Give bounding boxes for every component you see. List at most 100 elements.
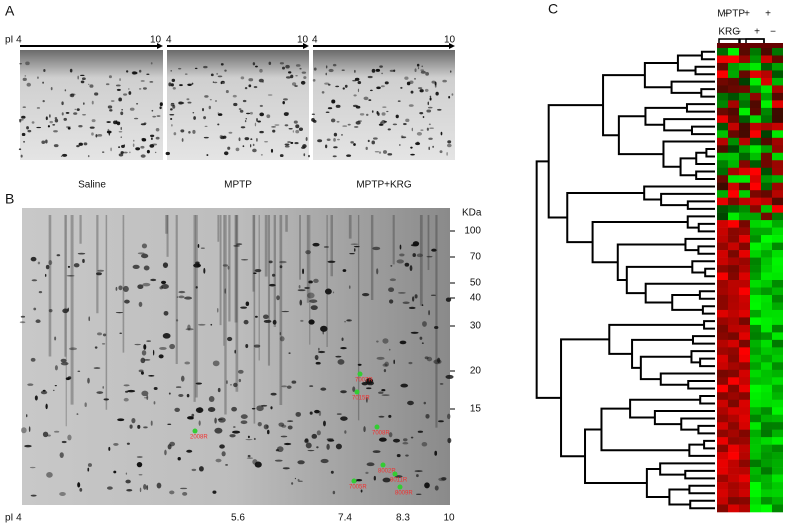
gel-spot [325,111,330,113]
gel-spot [76,145,80,148]
gel-spot [359,113,365,116]
gel-spot [83,102,85,106]
gel-spot [249,111,253,115]
gel-spot [305,442,312,449]
gel-spot [87,467,90,472]
heatmap-cell [761,167,772,176]
gel-spot [91,132,94,136]
heatmap-cell [761,437,772,445]
heatmap-cell [761,265,772,273]
heatmap-cell [728,77,739,86]
heatmap-cell [761,160,772,169]
gel-spot [31,121,35,124]
gel-spot [59,452,64,458]
gel-spot [49,120,53,124]
heatmap-cell [717,452,728,460]
gel-spot [240,420,248,425]
heatmap-cell [772,190,783,198]
gel-spot [409,265,413,272]
gel-spot [284,143,290,146]
heatmap-cell [750,399,761,408]
heatmap-cell [750,324,761,333]
gel-spot [327,107,333,110]
gel-spot [161,280,167,285]
gel-spot [191,82,194,85]
heatmap-cell [750,205,761,213]
gel-spot [155,136,160,140]
gel-spot [227,146,231,150]
heatmap-cell [761,137,772,146]
gel-spot [353,94,357,97]
gel-spot [250,138,253,140]
heatmap-cell [717,130,728,139]
gel-spot [217,418,223,421]
gel-spot [52,124,56,126]
gel-spot [349,252,355,255]
gel-spot [287,425,293,430]
gel-spot [175,386,182,388]
dendro-branch [699,357,715,368]
mw-label: 30 [470,321,482,332]
gel-spot [308,280,313,284]
gel-spot [294,142,299,145]
gel-spot [365,146,368,151]
row-label: MPTP [717,9,745,20]
heatmap-cell [750,422,761,430]
gel-spot [232,426,236,428]
gel-spot [301,146,306,149]
gel-spot [331,99,336,104]
gel-spot [256,137,258,142]
dendro-branch [695,170,715,180]
gel-spot [54,117,58,120]
heatmap-cell [728,474,739,483]
gel-spot [247,435,250,439]
gel-spot [268,260,273,264]
gel-spot [383,120,387,123]
gel-spot [439,150,443,154]
heatmap-cell [728,235,739,243]
heatmap-cell [739,137,750,146]
heatmap-cell [772,205,783,213]
gel-spot [376,356,385,360]
gel-spot [169,114,175,116]
heatmap-cell [728,452,739,460]
gel-spot [254,315,258,318]
gel-spot [416,132,422,136]
heatmap-cell [761,280,772,288]
gel-spot [290,74,294,79]
gel-spot [397,100,401,102]
mw-label: 70 [470,252,482,263]
gel-spot [245,301,250,307]
gel-spot [288,128,293,130]
gel-spot [125,70,129,73]
heatmap-cell [750,220,761,228]
heatmap-cell [728,280,739,288]
gel-spot [20,154,23,158]
gel-spot [168,82,172,87]
gel-spot [350,141,354,144]
gel-label: Saline [78,180,106,191]
gel-spot [315,361,321,365]
dendro-branch [535,160,562,399]
gel-spot [80,80,85,84]
gel-spot [317,139,323,143]
gel-spot [252,62,256,66]
gel-spot [412,241,420,247]
gel-spot [42,81,44,84]
gel-spot [164,449,167,456]
gel-spot [450,70,452,73]
pi-label: 4 [312,35,318,46]
gel-spot [446,413,451,420]
heatmap-cell [728,504,739,513]
dendro-branch [704,267,715,278]
gel-spot [94,92,99,96]
gel-spot [412,296,415,302]
gel-spot [381,72,384,75]
heatmap-cell [728,407,739,416]
gel-spot [366,387,372,390]
group-brackets [718,38,765,43]
heatmap-cell [717,167,728,176]
gel-spot [287,420,294,422]
gel-spot [348,285,351,289]
heatmap-cell [717,220,728,228]
